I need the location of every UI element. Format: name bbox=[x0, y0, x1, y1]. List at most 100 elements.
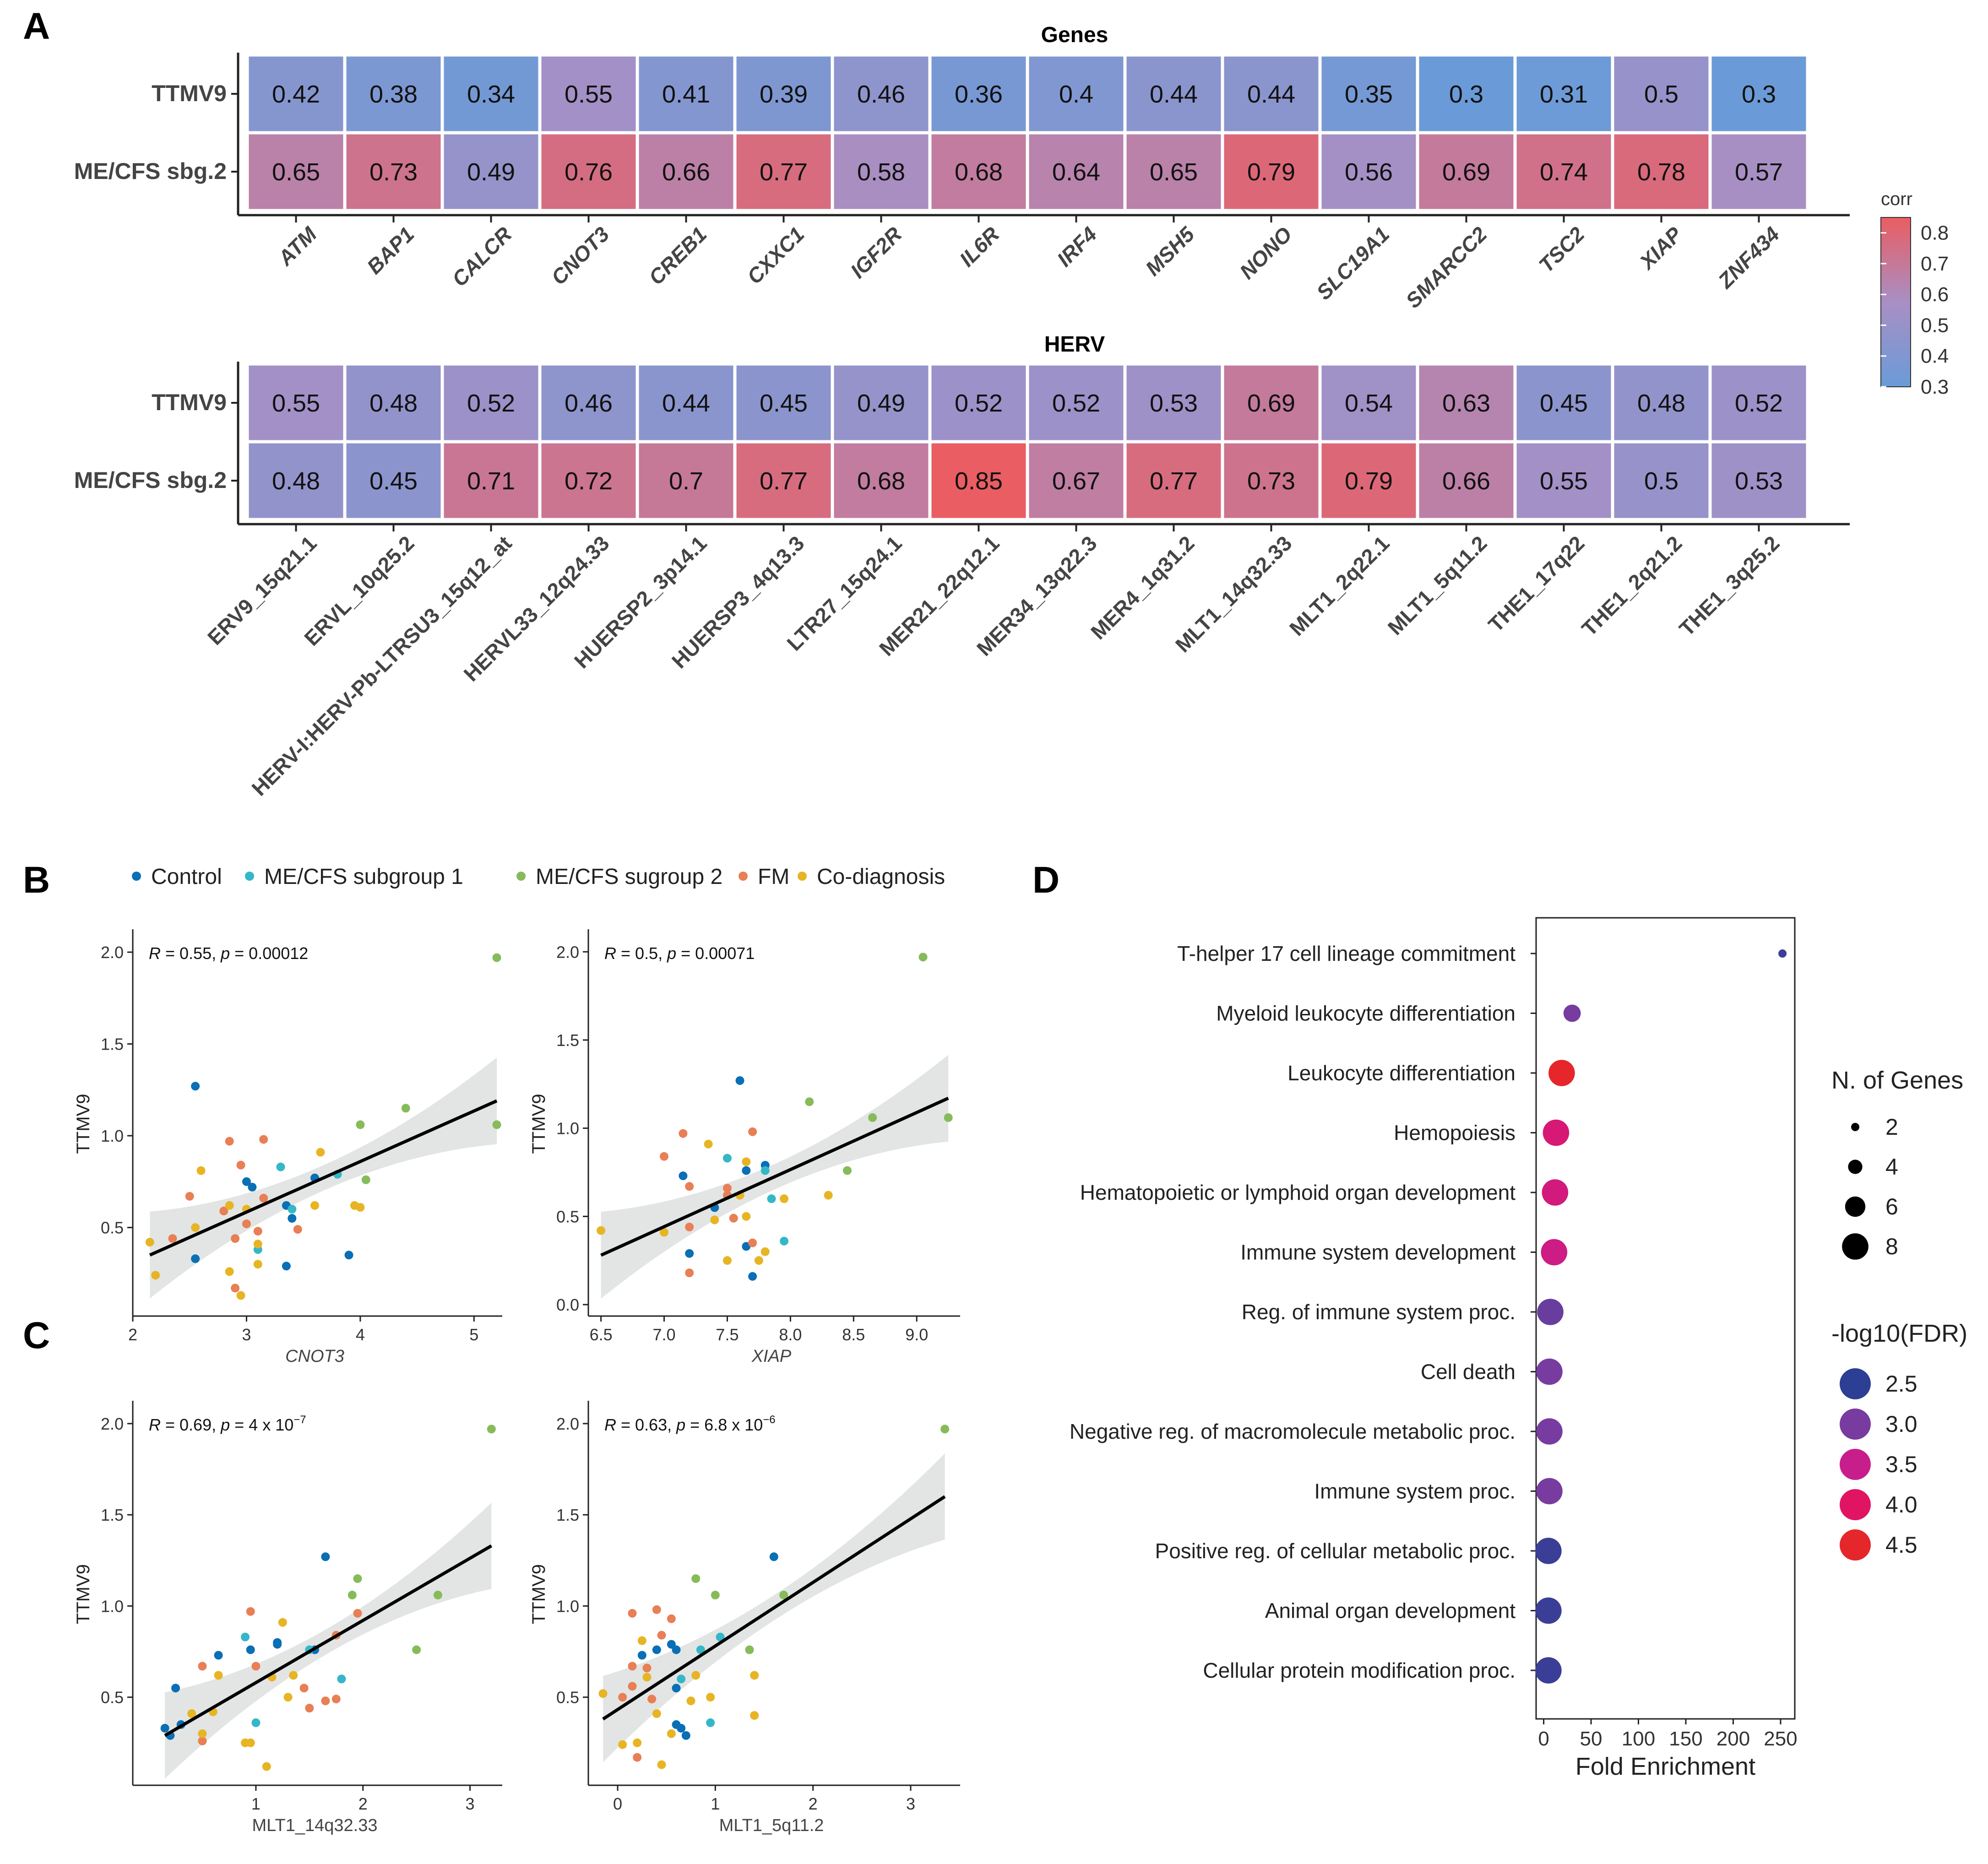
heatmap-col-label: IGF2R bbox=[846, 222, 907, 283]
color-legend-label: 2.5 bbox=[1885, 1371, 1917, 1397]
heatmap-cell-value: 0.52 bbox=[1052, 390, 1100, 417]
term-label: T-helper 17 cell lineage commitment bbox=[1177, 942, 1515, 965]
scatter-point bbox=[742, 1166, 751, 1175]
y-tick-label: 0.5 bbox=[101, 1219, 124, 1237]
legend-label: Co-diagnosis bbox=[817, 865, 945, 889]
scatter-point bbox=[191, 1254, 200, 1263]
scatter-point bbox=[251, 1662, 261, 1671]
term-label: Cellular protein modification proc. bbox=[1203, 1658, 1515, 1682]
heatmap-cell-value: 0.48 bbox=[1637, 390, 1685, 417]
scatter-point bbox=[704, 1139, 713, 1149]
enrichment-dot bbox=[1536, 1418, 1563, 1445]
heatmap-cell-value: 0.73 bbox=[1247, 467, 1295, 495]
scatter-point bbox=[361, 1175, 370, 1184]
scatter-point bbox=[679, 1129, 688, 1138]
scatter-point bbox=[289, 1671, 298, 1680]
y-tick-label: 2.0 bbox=[101, 1414, 124, 1433]
scatter-point bbox=[299, 1684, 309, 1693]
heatmap-cell bbox=[928, 53, 1029, 135]
scatter-point bbox=[276, 1162, 285, 1171]
term-label: Negative reg. of macromolecule metabolic… bbox=[1070, 1420, 1515, 1443]
heatmap-cell bbox=[1708, 53, 1809, 135]
regression-line bbox=[602, 1495, 946, 1721]
scatter-point bbox=[310, 1201, 319, 1210]
dotplot-frame bbox=[1535, 917, 1796, 1720]
scatter-point bbox=[647, 1695, 657, 1704]
annotation-r-symbol: R bbox=[604, 944, 616, 963]
term-label: Cell death bbox=[1421, 1360, 1515, 1384]
scatter-point bbox=[691, 1574, 701, 1583]
heatmap-cell bbox=[440, 362, 542, 444]
heatmap-cell bbox=[1026, 362, 1127, 444]
size-legend-title: N. of Genes bbox=[1831, 1067, 1963, 1094]
scatter-point bbox=[348, 1590, 357, 1599]
heatmap-cell-value: 0.48 bbox=[369, 390, 418, 417]
term-label: Immune system development bbox=[1240, 1241, 1515, 1264]
scatter-point bbox=[657, 1631, 666, 1640]
legend-label: Control bbox=[151, 865, 222, 889]
size-legend-dot bbox=[1845, 1196, 1866, 1217]
scatter-point bbox=[685, 1182, 694, 1191]
heatmap-cell-value: 0.79 bbox=[1247, 158, 1295, 186]
scatter-point bbox=[706, 1718, 715, 1727]
heatmap-cell bbox=[1416, 53, 1517, 135]
heatmap-col-label: CXXC1 bbox=[742, 222, 809, 288]
heatmap-cell bbox=[831, 440, 932, 521]
x-tick-label: 7.0 bbox=[652, 1325, 675, 1344]
scatter-point bbox=[686, 1696, 695, 1706]
term-label: Myeloid leukocyte differentiation bbox=[1216, 1002, 1515, 1025]
heatmap-col-label: MSH5 bbox=[1141, 222, 1199, 280]
heatmap-cell-value: 0.3 bbox=[1742, 81, 1776, 108]
annotation-p-value: = 4 x 10 bbox=[230, 1415, 293, 1434]
heatmap-col-label: ZNF434 bbox=[1713, 222, 1784, 293]
heatmap-cell-value: 0.45 bbox=[369, 467, 418, 495]
scatter-point bbox=[171, 1684, 180, 1693]
scatter-mlt1-14q32: 0.5 1.0 1.5 2.0 1 2 3 MLT1_14q32.33 TTMV9 R = 0.6… bbox=[73, 1401, 502, 1835]
term-label: Leukocyte differentiation bbox=[1287, 1061, 1515, 1085]
scatter-point bbox=[944, 1113, 953, 1122]
annotation-r-symbol: R bbox=[149, 1415, 161, 1434]
scatter-point bbox=[754, 1256, 763, 1265]
scatter-point bbox=[748, 1238, 757, 1247]
x-tick-label: 6.5 bbox=[590, 1325, 613, 1344]
x-tick-label: 4 bbox=[356, 1325, 365, 1344]
regression-line bbox=[600, 1096, 949, 1257]
heatmap-cell-value: 0.69 bbox=[1442, 158, 1490, 186]
legend-dot bbox=[132, 872, 141, 881]
regression-line bbox=[149, 1099, 498, 1257]
heatmap-cell bbox=[733, 131, 834, 212]
heatmap-cell bbox=[636, 131, 737, 212]
y-tick-label: 1.0 bbox=[101, 1127, 124, 1145]
scatter-point bbox=[628, 1662, 637, 1671]
enrichment-dot bbox=[1548, 1060, 1575, 1086]
x-tick-label: 8.0 bbox=[779, 1325, 802, 1344]
heatmap-row-label: ME/CFS sbg.2 bbox=[74, 467, 227, 493]
scatter-point bbox=[241, 1632, 250, 1642]
heatmap-cell-value: 0.53 bbox=[1150, 390, 1198, 417]
scatter-point bbox=[672, 1645, 681, 1654]
scatter-point bbox=[356, 1203, 365, 1212]
scatter-point bbox=[185, 1192, 194, 1201]
scatter-point bbox=[487, 1425, 496, 1434]
scatter-point bbox=[262, 1762, 271, 1771]
heatmap-col-label: THE1_2q21.2 bbox=[1577, 531, 1686, 640]
scatter-point bbox=[735, 1076, 744, 1085]
annotation-p-value: = 0.00012 bbox=[230, 944, 308, 963]
x-axis-label: XIAP bbox=[751, 1347, 792, 1366]
scatter-xiap: 0.0 0.5 1.0 1.5 2.0 6.5 7.0 7.5 8.0 8.5 9.0 XIAP TTM… bbox=[529, 929, 960, 1366]
heatmap-cell-value: 0.56 bbox=[1345, 158, 1393, 186]
heatmap-herv: HERV TTMV9 0.55 0.48 0.52 0.46 0.44 0.45 0.49 0.5… bbox=[74, 332, 1850, 800]
heatmap-title: Genes bbox=[1041, 23, 1108, 47]
scatter-point bbox=[191, 1223, 200, 1232]
scatter-point bbox=[633, 1738, 642, 1747]
heatmap-cell-value: 0.3 bbox=[1449, 81, 1483, 108]
x-tick-label: 2 bbox=[128, 1325, 137, 1344]
scatter-point bbox=[246, 1738, 255, 1747]
scatter-point bbox=[198, 1662, 207, 1671]
x-tick-label: 8.5 bbox=[842, 1325, 865, 1344]
heatmap-cell-value: 0.85 bbox=[955, 467, 1003, 495]
scatter-point bbox=[660, 1228, 669, 1237]
y-tick-label: 1.0 bbox=[556, 1119, 579, 1138]
scatter-point bbox=[251, 1718, 261, 1727]
